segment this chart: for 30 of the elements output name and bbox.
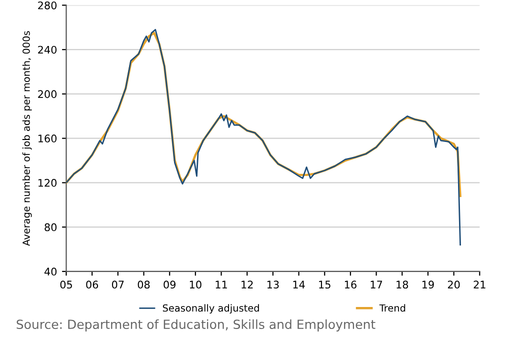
x-tick-label: 06 xyxy=(86,280,98,289)
x-tick-label: 13 xyxy=(267,280,279,289)
x-tick-label: 21 xyxy=(474,280,486,288)
x-tick-label: 08 xyxy=(138,280,150,289)
x-tick-label: 09 xyxy=(164,280,176,289)
x-tick-label: 07 xyxy=(112,280,124,289)
x-tick-label: 14 xyxy=(293,280,305,288)
x-tick-label: 12 xyxy=(242,280,253,288)
y-axis-title: Average number of job ads per month, 000s xyxy=(22,31,32,246)
x-tick-label: 20 xyxy=(448,280,460,289)
x-tick-label: 05 xyxy=(60,280,72,289)
x-tick-label: 15 xyxy=(319,280,330,289)
line-series xyxy=(66,28,461,246)
y-tick-label: 120 xyxy=(38,178,57,187)
y-tick-label: 200 xyxy=(38,90,57,98)
source-note: Source: Department of Education, Skills and Employment xyxy=(16,319,376,332)
y-tick-label: 280 xyxy=(38,1,57,10)
x-tick-label: 19 xyxy=(422,280,434,289)
line-series xyxy=(66,32,462,198)
y-tick-label: 80 xyxy=(44,223,57,232)
legend-label: Trend xyxy=(379,304,406,312)
legend-label: Seasonally adjusted xyxy=(162,304,259,314)
y-tick-label: 160 xyxy=(38,134,57,142)
x-tick-label: 11 xyxy=(216,280,227,288)
y-tick-label: 240 xyxy=(38,46,57,54)
y-tick-label: 40 xyxy=(44,268,57,276)
x-tick-label: 17 xyxy=(370,280,382,288)
x-tick-label: 10 xyxy=(190,280,202,289)
x-tick-label: 16 xyxy=(344,280,356,289)
x-tick-label: 18 xyxy=(396,280,408,289)
